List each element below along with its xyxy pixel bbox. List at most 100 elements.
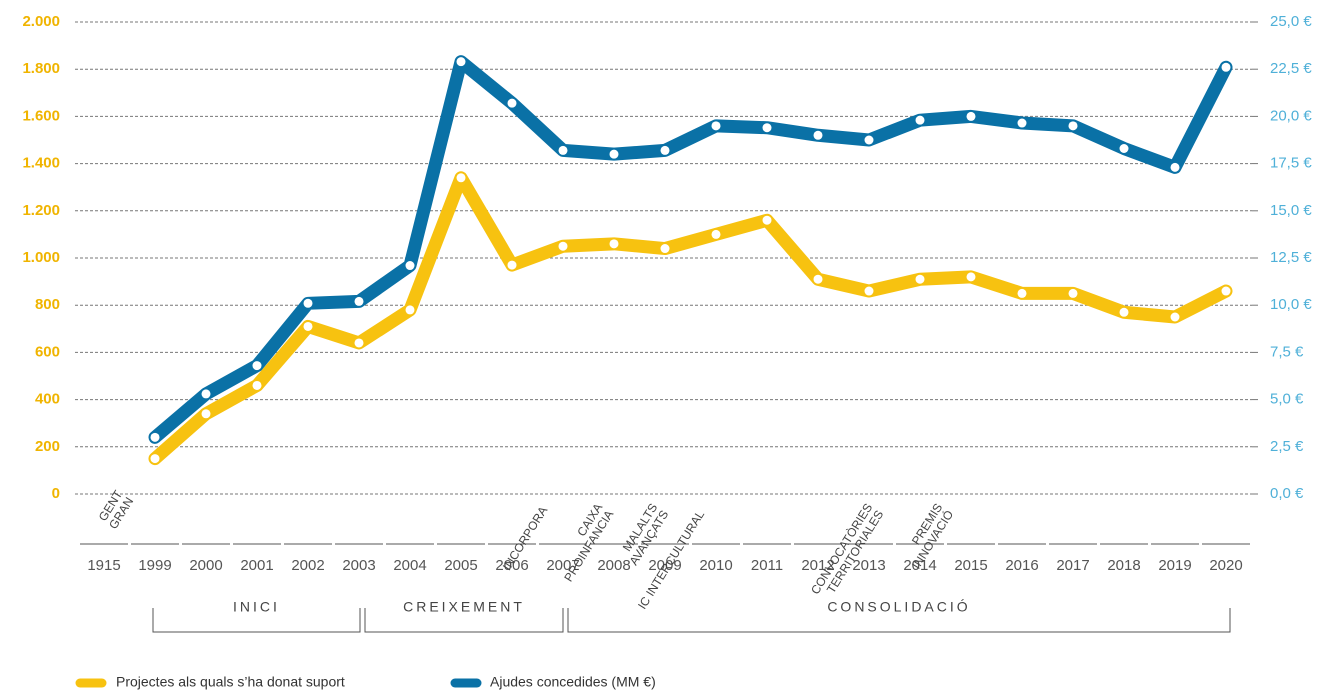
legend-label: Projectes als quals s’ha donat suport xyxy=(116,674,345,690)
data-point xyxy=(405,305,415,315)
x-tick-label: 2008 xyxy=(597,557,630,574)
phase-label: CREIXEMENT xyxy=(403,599,525,615)
data-point xyxy=(354,296,364,306)
y2-tick-label: 20,0 € xyxy=(1270,107,1312,124)
data-point xyxy=(1119,307,1129,317)
data-point xyxy=(1017,118,1027,128)
x-tick-label: 1915 xyxy=(87,557,120,574)
y2-tick-label: 0,0 € xyxy=(1270,485,1304,502)
data-point xyxy=(558,241,568,251)
series-line xyxy=(148,171,1233,466)
x-tick-label: 2014 xyxy=(903,557,936,574)
x-tick-label: 2006 xyxy=(495,557,528,574)
y2-tick-label: 5,0 € xyxy=(1270,391,1304,408)
y-tick-label: 200 xyxy=(35,438,60,455)
phase-bracket xyxy=(152,608,361,633)
data-point xyxy=(303,321,313,331)
data-point xyxy=(915,115,925,125)
phase-label: INICI xyxy=(233,599,280,615)
data-point xyxy=(1068,288,1078,298)
x-tick-label: 2017 xyxy=(1056,557,1089,574)
y2-tick-label: 7,5 € xyxy=(1270,343,1304,360)
y-tick-label: 1.600 xyxy=(22,107,60,124)
y-tick-label: 1.200 xyxy=(22,202,60,219)
phase-label: CONSOLIDACIÓ xyxy=(827,599,970,615)
data-point xyxy=(711,229,721,239)
x-tick-label: 2001 xyxy=(240,557,273,574)
y2-tick-label: 17,5 € xyxy=(1270,155,1312,172)
x-tick-label: 2002 xyxy=(291,557,324,574)
x-tick-label: 2016 xyxy=(1005,557,1038,574)
y-tick-label: 1.000 xyxy=(22,249,60,266)
data-point xyxy=(966,111,976,121)
data-point xyxy=(507,98,517,108)
data-point xyxy=(660,244,670,254)
x-tick-label: 2007 xyxy=(546,557,579,574)
data-point xyxy=(1221,62,1231,72)
x-tick-label: 2013 xyxy=(852,557,885,574)
data-point xyxy=(405,261,415,271)
y-tick-label: 1.400 xyxy=(22,155,60,172)
data-point xyxy=(1170,162,1180,172)
x-tick-label: 2004 xyxy=(393,557,426,574)
y-tick-label: 2.000 xyxy=(22,13,60,30)
y2-tick-label: 25,0 € xyxy=(1270,13,1312,30)
x-tick-label: 2005 xyxy=(444,557,477,574)
series-line xyxy=(148,55,1233,444)
data-point xyxy=(813,130,823,140)
x-tick-label: 2015 xyxy=(954,557,987,574)
data-point xyxy=(1017,288,1027,298)
x-tick-label: 1999 xyxy=(138,557,171,574)
y2-tick-label: 10,0 € xyxy=(1270,296,1312,313)
y-tick-label: 0 xyxy=(52,485,60,502)
data-point xyxy=(456,57,466,67)
data-point xyxy=(813,274,823,284)
data-point xyxy=(1170,312,1180,322)
x-tick-label: 2009 xyxy=(648,557,681,574)
x-tick-label: 2011 xyxy=(751,557,783,574)
data-point xyxy=(966,272,976,282)
data-point xyxy=(660,145,670,155)
data-point xyxy=(201,389,211,399)
data-point xyxy=(354,338,364,348)
phase-bracket xyxy=(567,608,1231,633)
legend-label: Ajudes concedides (MM €) xyxy=(490,674,656,690)
x-tick-label: 2003 xyxy=(342,557,375,574)
data-point xyxy=(762,215,772,225)
data-point xyxy=(1221,286,1231,296)
data-point xyxy=(864,135,874,145)
y-tick-label: 800 xyxy=(35,296,60,313)
y2-tick-label: 2,5 € xyxy=(1270,438,1304,455)
data-point xyxy=(201,409,211,419)
data-point xyxy=(1119,143,1129,153)
data-point xyxy=(150,454,160,464)
data-point xyxy=(711,121,721,131)
x-tick-label: 2018 xyxy=(1107,557,1140,574)
x-tick-label: 2000 xyxy=(189,557,222,574)
y-tick-label: 600 xyxy=(35,343,60,360)
data-point xyxy=(1068,121,1078,131)
x-tick-label: 2010 xyxy=(699,557,732,574)
phase-bracket xyxy=(364,608,564,633)
y-tick-label: 400 xyxy=(35,391,60,408)
data-point xyxy=(507,260,517,270)
data-point xyxy=(252,380,262,390)
data-point xyxy=(609,239,619,249)
data-point xyxy=(609,149,619,159)
x-tick-label: 2012 xyxy=(801,557,834,574)
y2-tick-label: 12,5 € xyxy=(1270,249,1312,266)
data-point xyxy=(150,432,160,442)
x-tick-label: 2020 xyxy=(1209,557,1242,574)
x-tick-label: 2019 xyxy=(1158,557,1191,574)
data-point xyxy=(762,123,772,133)
y-tick-label: 1.800 xyxy=(22,60,60,77)
data-point xyxy=(456,173,466,183)
y2-tick-label: 22,5 € xyxy=(1270,60,1312,77)
data-point xyxy=(864,286,874,296)
y2-tick-label: 15,0 € xyxy=(1270,202,1312,219)
data-point xyxy=(252,361,262,371)
data-point xyxy=(303,298,313,308)
data-point xyxy=(915,274,925,284)
